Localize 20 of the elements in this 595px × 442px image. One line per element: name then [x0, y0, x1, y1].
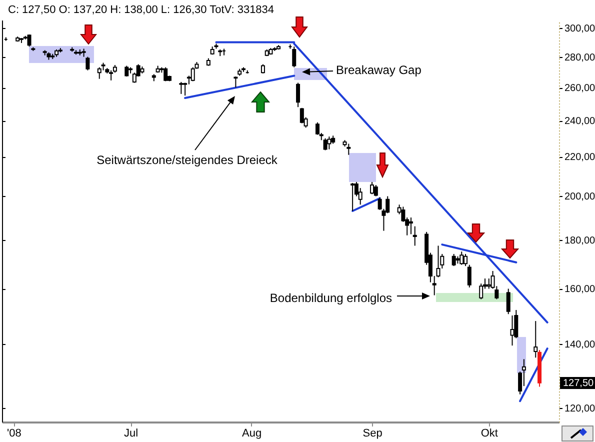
annotation: Breakaway Gap [336, 63, 422, 77]
y-tick-label: 240,00 [564, 116, 595, 128]
chart-title: C: 127,50 O: 137,20 H: 138,00 L: 126,30 TotV: 331834 [8, 4, 274, 16]
y-tick-label: 200,00 [564, 192, 595, 203]
y-tick-label: 180,00 [564, 235, 595, 246]
y-tick-label: 280,00 [564, 52, 595, 64]
y-tick-label: 220,00 [564, 152, 595, 164]
y-tick-label: 300,00 [564, 24, 595, 35]
text: 127,50 [563, 378, 594, 389]
y-tick-label: 140,00 [564, 340, 595, 351]
y-tick-label: 120,00 [564, 403, 595, 414]
annotation: Bodenbildung erfolglos [270, 291, 392, 305]
y-tick-label: 260,00 [564, 83, 595, 94]
annotation: Seitwärtszone/steigendes Dreieck [96, 153, 278, 167]
y-tick-label: 160,00 [564, 284, 595, 296]
x-tick-label: Okt [480, 428, 498, 440]
x-tick-label: '08 [7, 428, 22, 440]
x-tick-label: Aug [242, 428, 262, 440]
x-tick-label: Sep [362, 428, 382, 440]
x-tick-label: Jul [124, 428, 138, 440]
